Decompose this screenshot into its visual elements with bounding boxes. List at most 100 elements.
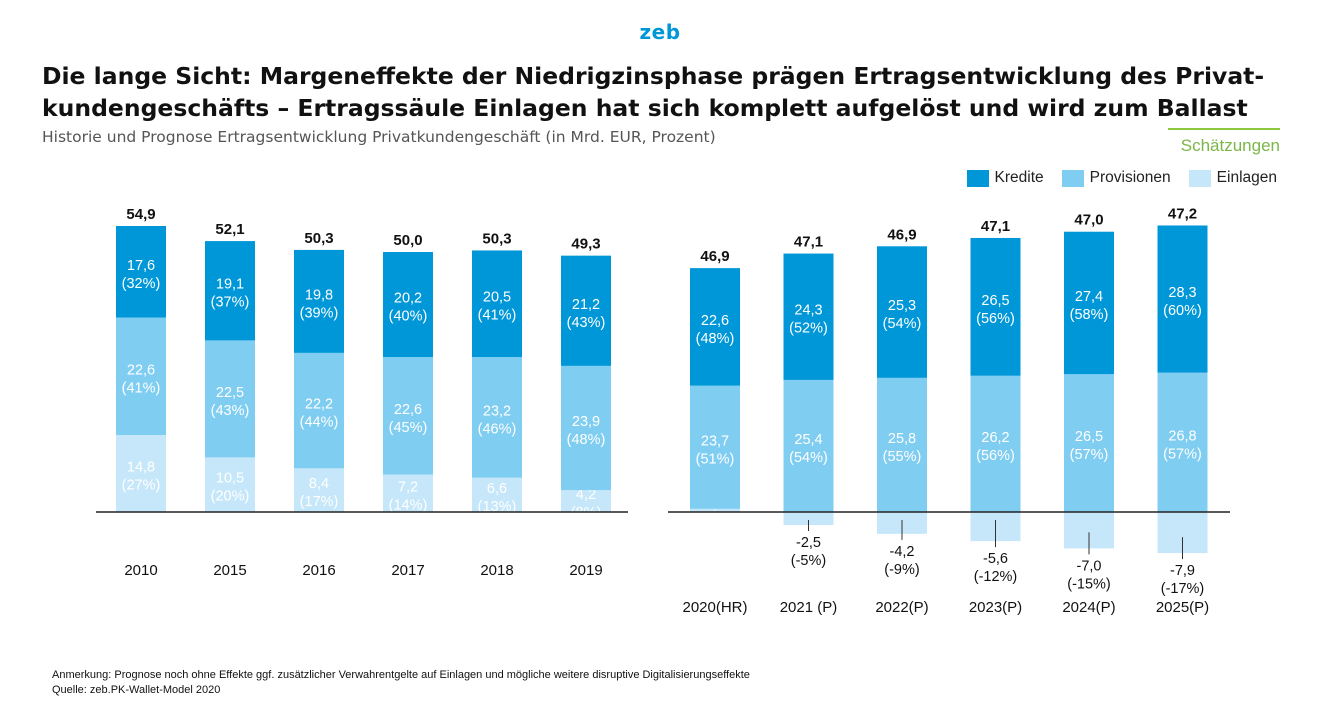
total-label: 47,0 — [1074, 212, 1103, 229]
category-label: 2021 (P) — [780, 599, 838, 616]
value-label-kredite: 21,2 — [572, 297, 600, 313]
category-label: 2016 — [302, 562, 335, 579]
value-label-kredite: 19,8 — [305, 287, 333, 303]
category-label: 2023(P) — [969, 599, 1022, 616]
legend-label-kredite: Kredite — [994, 169, 1044, 186]
pct-label-provisionen: (43%) — [211, 403, 250, 419]
category-label: 2018 — [480, 562, 513, 579]
pct-label-einlagen: (-15%) — [1067, 576, 1111, 592]
estimates-label: Schätzungen — [1168, 128, 1280, 156]
value-label-einlagen: 7,2 — [398, 479, 418, 495]
pct-label-provisionen: (55%) — [883, 449, 922, 465]
bar-kredite-2019 — [561, 255, 611, 366]
value-label-einlagen: 6,6 — [487, 481, 507, 497]
total-label: 47,1 — [981, 218, 1010, 235]
category-label: 2024(P) — [1062, 599, 1115, 616]
bar-provisionen-2019 — [561, 365, 611, 491]
footnote-remark: Anmerkung: Prognose noch ohne Effekte gg… — [52, 669, 750, 681]
pct-label-einlagen: (-5%) — [791, 553, 826, 569]
value-label-provisionen: 25,4 — [794, 432, 822, 448]
pct-label-kredite: (54%) — [883, 316, 922, 332]
value-label-provisionen: 22,2 — [305, 397, 333, 413]
value-label-kredite: 24,3 — [794, 303, 822, 319]
value-label-kredite: 25,3 — [888, 298, 916, 314]
bar-einlagen-2017 — [383, 474, 433, 512]
value-label-provisionen: 23,9 — [572, 414, 600, 430]
pct-label-einlagen: (13%) — [478, 499, 517, 515]
bar-einlagen-2019 — [561, 490, 611, 512]
bar-kredite-2024P — [1064, 231, 1114, 375]
pct-label-kredite: (40%) — [389, 309, 428, 325]
footnote: Anmerkung: Prognose noch ohne Effekte gg… — [52, 668, 750, 698]
pct-label-kredite: (58%) — [1070, 307, 1109, 323]
bar-provisionen-2022P — [877, 377, 927, 512]
value-label-einlagen: -7,9 — [1170, 563, 1195, 579]
pct-label-einlagen: (-12%) — [974, 569, 1018, 585]
bar-provisionen-2020HR — [690, 385, 740, 509]
value-label-provisionen: 23,7 — [701, 433, 729, 449]
value-label-provisionen: 26,5 — [1075, 429, 1103, 445]
bar-einlagen-2016 — [294, 468, 344, 512]
value-label-einlagen: -4,2 — [890, 544, 915, 560]
pct-label-kredite: (56%) — [976, 311, 1015, 327]
pct-label-provisionen: (56%) — [976, 448, 1015, 464]
bar-provisionen-2021P — [783, 379, 834, 512]
chart-subtitle: Historie und Prognose Ertragsentwicklung… — [42, 128, 716, 146]
value-label-einlagen: 8,4 — [309, 476, 329, 492]
pct-label-einlagen: (8%) — [571, 505, 602, 521]
pct-label-provisionen: (54%) — [789, 450, 828, 466]
total-label: 50,3 — [304, 230, 333, 247]
pct-label-einlagen: (-17%) — [1161, 581, 1205, 597]
value-label-kredite: 28,3 — [1168, 285, 1196, 301]
value-label-provisionen: 26,8 — [1168, 428, 1196, 444]
value-label-kredite: 20,5 — [483, 290, 511, 306]
total-label: 52,1 — [215, 221, 244, 238]
pct-label-provisionen: (46%) — [478, 421, 517, 437]
total-label: 46,9 — [700, 248, 729, 265]
title-line-2: kundengeschäfts – Ertragssäule Einlagen … — [42, 94, 1248, 122]
value-label-provisionen: 23,2 — [483, 403, 511, 419]
value-label-kredite: 17,6 — [127, 258, 155, 274]
value-label-provisionen: 22,6 — [394, 402, 422, 418]
value-label-einlagen: 10,5 — [216, 471, 244, 487]
value-label-einlagen: -5,6 — [983, 551, 1008, 567]
bar-kredite-2020HR — [690, 268, 740, 386]
pct-label-provisionen: (45%) — [389, 420, 428, 436]
pct-label-einlagen: (27%) — [122, 478, 161, 494]
pct-label-provisionen: (51%) — [696, 451, 735, 467]
pct-label-provisionen: (57%) — [1163, 446, 1202, 462]
bar-kredite-2016 — [294, 249, 344, 353]
value-label-einlagen: -2,5 — [796, 535, 821, 551]
bar-einlagen-2020HR — [690, 508, 740, 512]
pct-label-kredite: (48%) — [696, 331, 735, 347]
category-label: 2020(HR) — [682, 599, 747, 616]
value-label-provisionen: 22,5 — [216, 385, 244, 401]
footnote-source: Quelle: zeb.PK-Wallet-Model 2020 — [52, 684, 221, 696]
category-label: 2025(P) — [1156, 599, 1209, 616]
total-label: 47,1 — [794, 234, 823, 251]
bar-provisionen-2023P — [970, 375, 1021, 512]
value-label-provisionen: 25,8 — [888, 431, 916, 447]
bar-einlagen-2010 — [116, 435, 166, 512]
bar-provisionen-2018 — [472, 357, 522, 478]
total-label: 50,0 — [393, 232, 422, 249]
value-label-kredite: 27,4 — [1075, 289, 1103, 305]
category-label: 2017 — [391, 562, 424, 579]
page-title: Die lange Sicht: Margeneffekte der Niedr… — [42, 60, 1282, 124]
value-label-provisionen: 22,6 — [127, 362, 155, 378]
bar-einlagen-2018 — [472, 477, 522, 512]
value-label-kredite: 19,1 — [216, 277, 244, 293]
bar-provisionen-2017 — [383, 357, 433, 475]
bar-kredite-2023P — [970, 237, 1021, 376]
pct-label-einlagen: (14%) — [389, 497, 428, 513]
pct-label-provisionen: (57%) — [1070, 447, 1109, 463]
legend-swatch-provisionen — [1061, 169, 1084, 187]
bar-provisionen-2024P — [1064, 374, 1114, 512]
category-label: 2022(P) — [875, 599, 928, 616]
pct-label-kredite: (52%) — [789, 321, 828, 337]
bar-kredite-2010 — [116, 226, 166, 318]
total-label: 49,3 — [571, 236, 600, 253]
bar-provisionen-2015 — [205, 340, 255, 458]
value-label-kredite: 26,5 — [981, 293, 1009, 309]
zeb-logo: zeb — [639, 20, 681, 44]
